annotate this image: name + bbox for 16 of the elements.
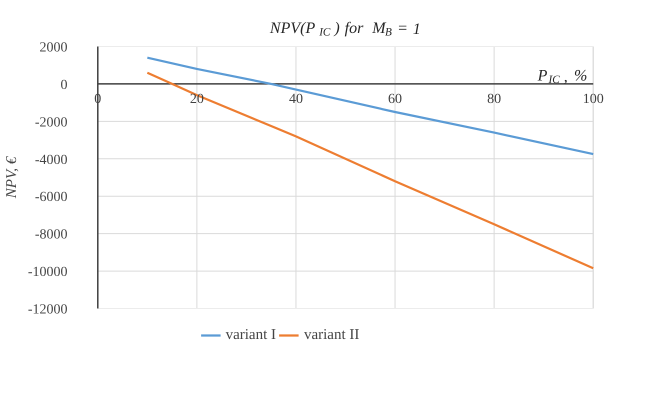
legend-label: variant I <box>226 326 276 344</box>
x-tick-label: 80 <box>487 92 502 107</box>
x-tick-label: 100 <box>582 92 604 107</box>
y-tick-label: -8000 <box>34 228 68 243</box>
x-tick-label: 40 <box>288 92 303 107</box>
x-tick-label: 20 <box>190 92 204 107</box>
y-tick-label: -2000 <box>34 115 68 130</box>
y-tick-label: -10000 <box>28 265 68 280</box>
y-tick-label: -12000 <box>28 302 68 318</box>
y-tick-label: 0 <box>60 78 68 93</box>
y-tick-label: -4000 <box>34 152 68 168</box>
x-tick-label: 60 <box>388 92 402 107</box>
y-tick-label: 2000 <box>40 40 68 56</box>
y-tick-label: -6000 <box>34 190 68 206</box>
legend-label: variant II <box>304 326 360 344</box>
y-axis-title: NPV, € <box>4 155 20 200</box>
